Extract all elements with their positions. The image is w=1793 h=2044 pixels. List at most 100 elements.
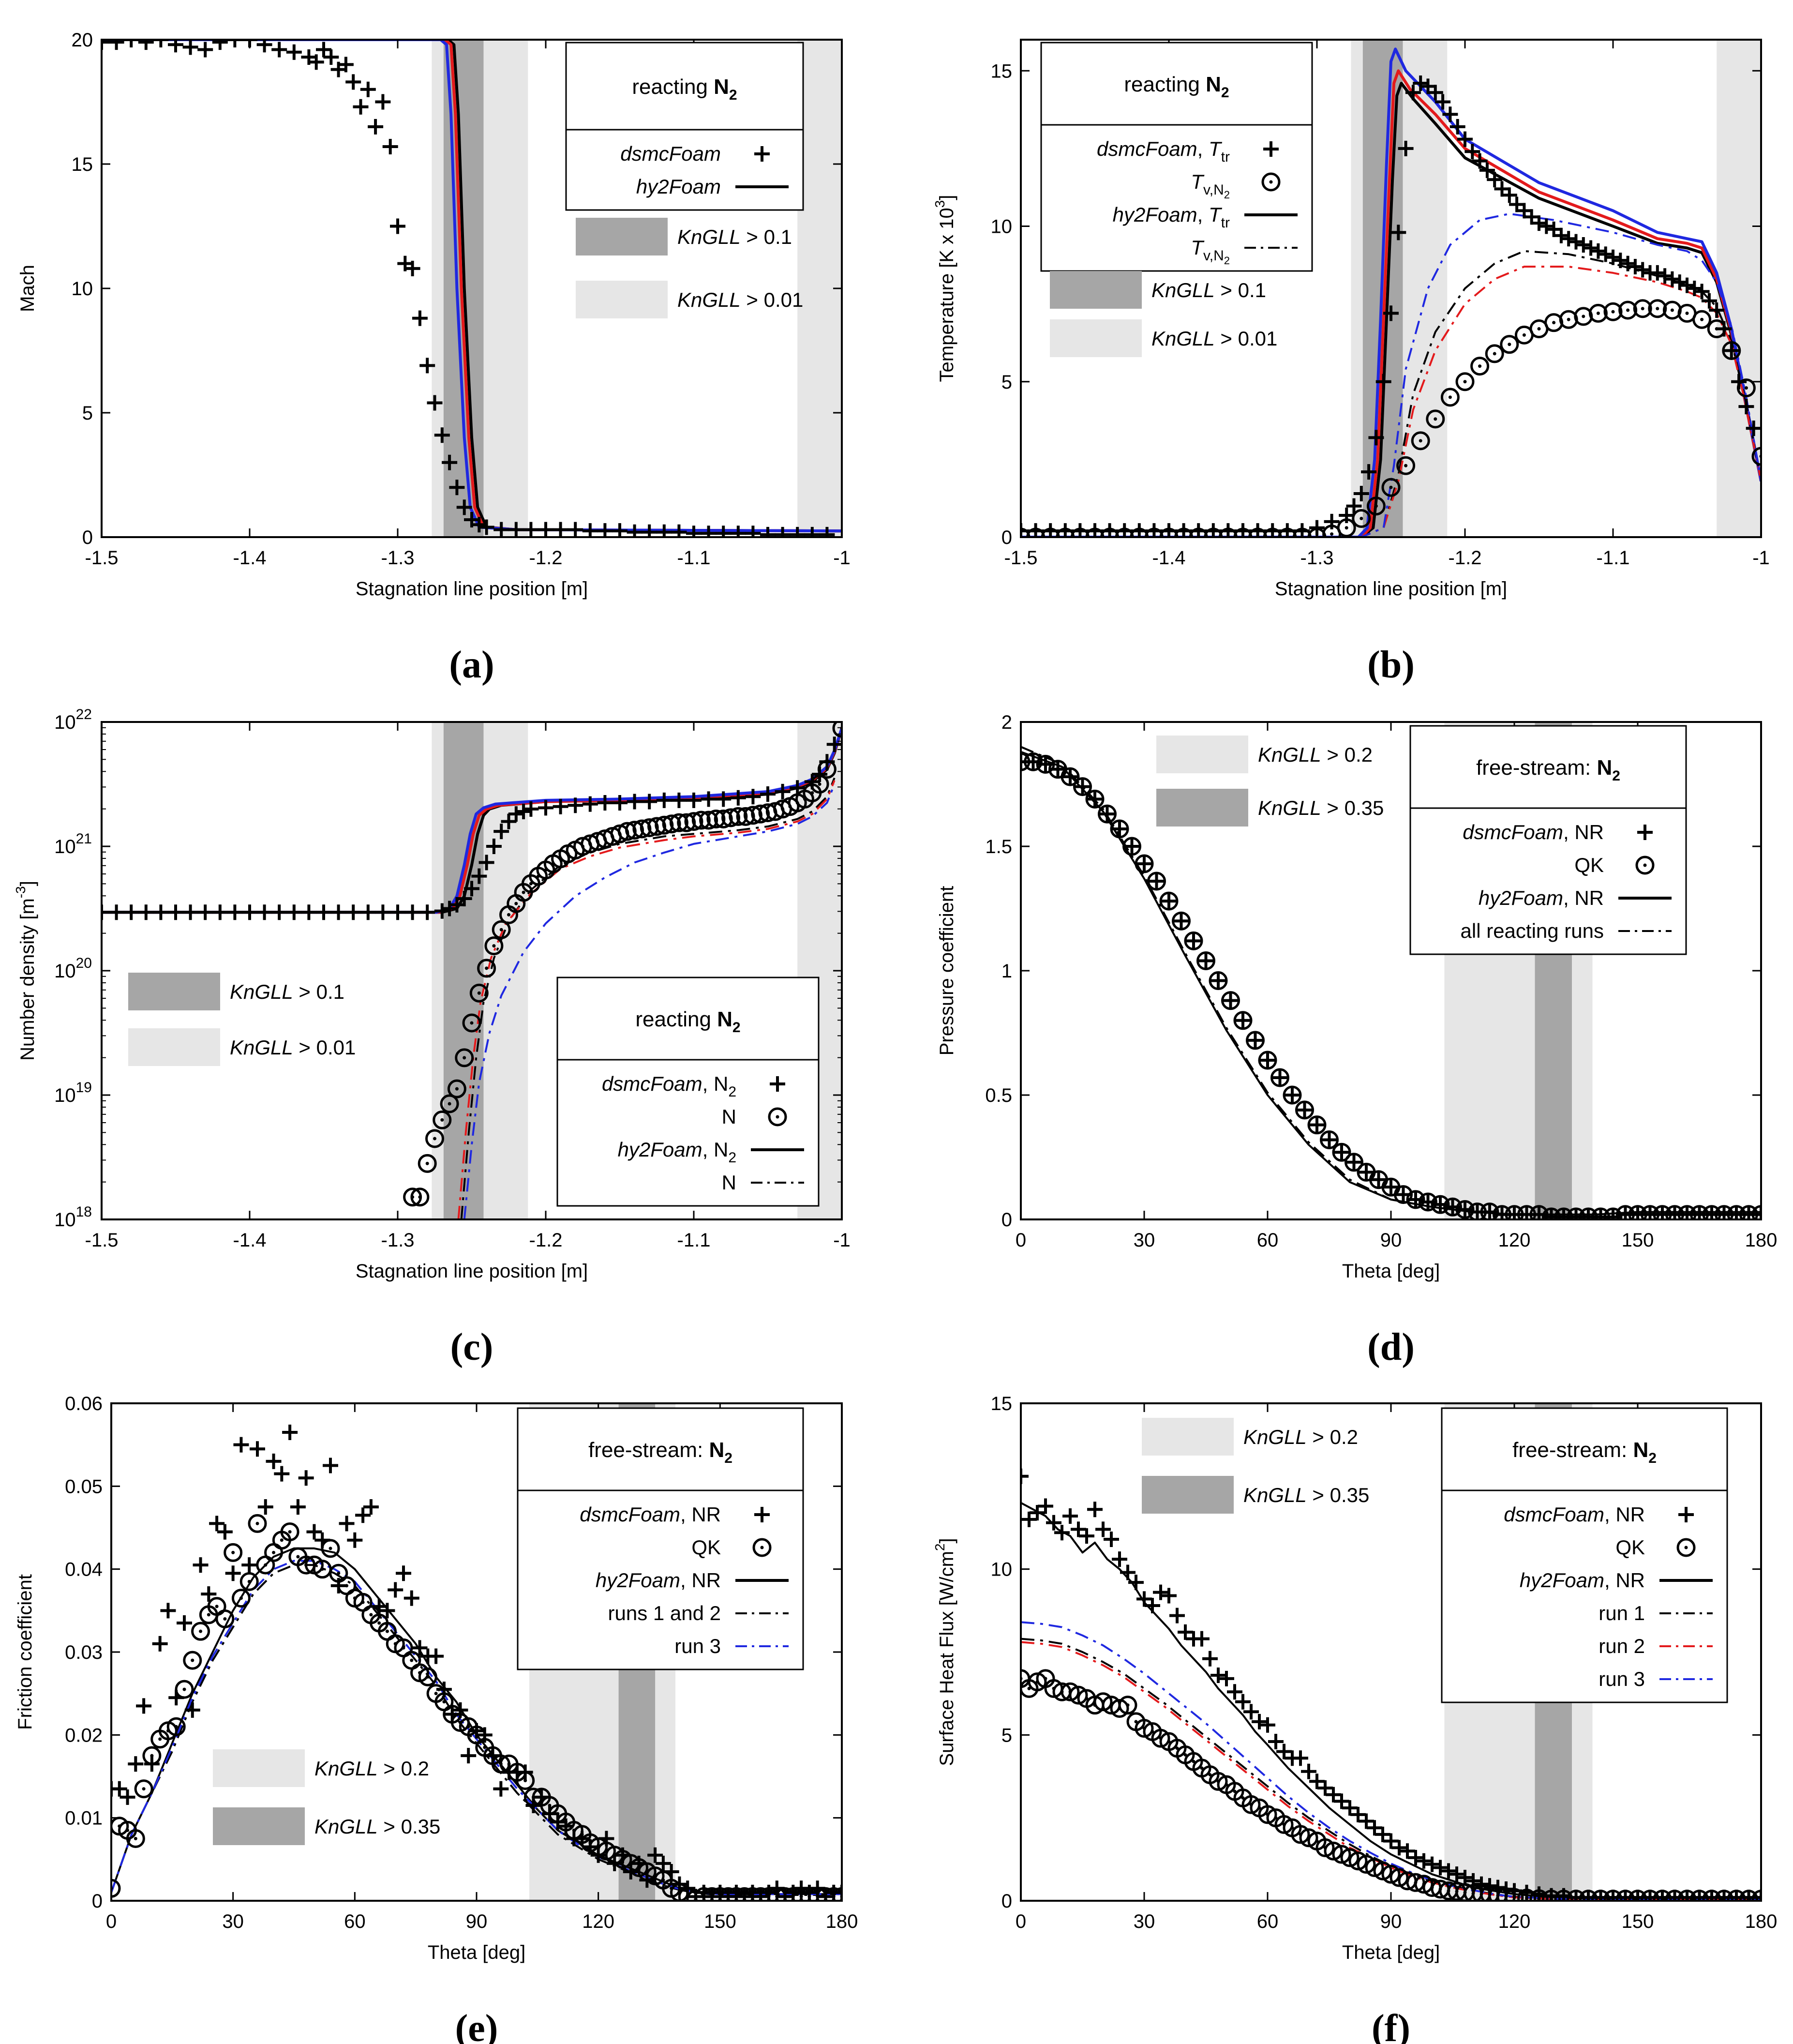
data-point <box>1470 357 1490 376</box>
data-point <box>477 959 496 978</box>
data-point <box>1653 1205 1672 1219</box>
data-point <box>153 40 169 47</box>
data-point <box>523 522 539 537</box>
data-point <box>1153 1584 1168 1600</box>
x-tick-label: 150 <box>1622 1911 1654 1932</box>
x-tick-label: 120 <box>1498 1911 1531 1932</box>
x-tick-label: -1.3 <box>381 547 415 569</box>
series-markers-circle <box>403 722 842 1207</box>
data-point <box>286 44 302 60</box>
data-point <box>316 904 331 920</box>
data-point <box>716 791 732 807</box>
data-point <box>250 1441 265 1457</box>
data-point <box>1283 1085 1302 1105</box>
data-point <box>1024 752 1043 771</box>
data-point <box>379 1603 395 1619</box>
data-point <box>1694 284 1710 300</box>
data-point <box>597 795 613 811</box>
y-axis-title: Temperature [K x 103] <box>932 195 957 382</box>
data-point <box>298 1470 314 1486</box>
data-point <box>1353 486 1369 502</box>
data-point <box>1394 1185 1413 1204</box>
data-point <box>582 523 598 537</box>
data-point <box>390 218 405 234</box>
y-tick-label: 0.05 <box>65 1476 103 1497</box>
legend-marker-circle <box>1676 1538 1696 1557</box>
data-point <box>1635 262 1651 278</box>
legend-entry-label: run 3 <box>674 1635 721 1657</box>
legend-entry-label: QK <box>1574 854 1604 876</box>
band-label: KnGLL > 0.35 <box>314 1815 440 1838</box>
y-tick-label: 1018 <box>54 1204 92 1231</box>
y-axis-title: Mach <box>17 265 38 312</box>
data-point <box>1350 1806 1366 1822</box>
data-point <box>730 790 746 806</box>
band-label: KnGLL > 0.2 <box>1258 743 1373 766</box>
x-tick-label: 90 <box>466 1911 488 1932</box>
data-point <box>1118 1696 1137 1715</box>
chart-panel-c: -1.5 -1.4 -1.3 -1.2 -1.1 -1 1018 1019 1020 1021 10… <box>13 706 851 1368</box>
data-point <box>256 40 272 53</box>
data-point <box>1276 1743 1292 1759</box>
series-line <box>111 1564 842 1896</box>
data-point <box>1030 1505 1045 1521</box>
y-tick-label: 0 <box>92 1891 103 1912</box>
data-point <box>701 791 717 807</box>
data-point <box>775 783 791 799</box>
y-tick-label: 10 <box>991 216 1013 238</box>
data-point <box>1424 1856 1440 1872</box>
y-tick-label: 1020 <box>54 955 92 982</box>
data-point <box>1449 119 1465 135</box>
data-point <box>1184 931 1203 950</box>
data-point <box>1648 299 1667 318</box>
data-point <box>427 395 443 411</box>
data-point <box>1709 302 1725 318</box>
data-point <box>323 49 339 65</box>
legend-entry-label: hy2Foam, NR <box>1520 1569 1645 1592</box>
band-swatch-dark <box>1050 271 1142 309</box>
data-point <box>153 904 169 920</box>
data-point <box>471 517 487 533</box>
x-tick-label: 180 <box>1745 1230 1778 1251</box>
data-point <box>396 1565 411 1581</box>
data-point <box>1479 162 1495 178</box>
x-tick-label: -1.1 <box>677 1230 711 1251</box>
y-tick-label: 1021 <box>54 831 92 857</box>
series-line <box>1021 266 1761 537</box>
data-point <box>418 1154 437 1173</box>
data-point <box>1346 498 1362 514</box>
data-point <box>826 736 842 752</box>
data-point <box>1136 1591 1152 1607</box>
data-point <box>1361 464 1377 480</box>
data-point <box>1707 319 1726 339</box>
data-point <box>428 1648 444 1664</box>
data-point <box>1480 1202 1499 1219</box>
y-tick-label: 10 <box>72 278 93 300</box>
band-swatch-light <box>128 1028 220 1066</box>
data-point <box>597 523 613 537</box>
data-point <box>1598 246 1614 262</box>
band-label: KnGLL > 0.2 <box>1243 1426 1358 1448</box>
data-point <box>375 904 391 920</box>
data-point <box>1591 1207 1610 1219</box>
data-point <box>152 1636 168 1652</box>
data-point <box>168 904 183 920</box>
data-point <box>241 1557 257 1573</box>
x-tick-label: 150 <box>704 1911 736 1932</box>
data-point <box>1561 231 1577 247</box>
data-point <box>1122 837 1141 856</box>
data-point <box>197 904 213 920</box>
legend-title: reacting N2 <box>632 75 737 103</box>
x-tick-label: 0 <box>1016 1230 1026 1251</box>
panel-label: (d) <box>1367 1326 1415 1368</box>
data-point <box>508 522 524 537</box>
band-swatch-dark <box>1156 789 1248 827</box>
legend-title: free-stream: N2 <box>1476 756 1620 784</box>
data-point <box>138 40 154 50</box>
series-markers-plus <box>102 736 842 920</box>
legend-entry-label: dsmcFoam, NR <box>1463 821 1604 843</box>
data-point <box>1258 1051 1277 1070</box>
data-point <box>1677 1205 1697 1219</box>
data-point <box>160 1603 176 1619</box>
data-point <box>493 824 509 840</box>
